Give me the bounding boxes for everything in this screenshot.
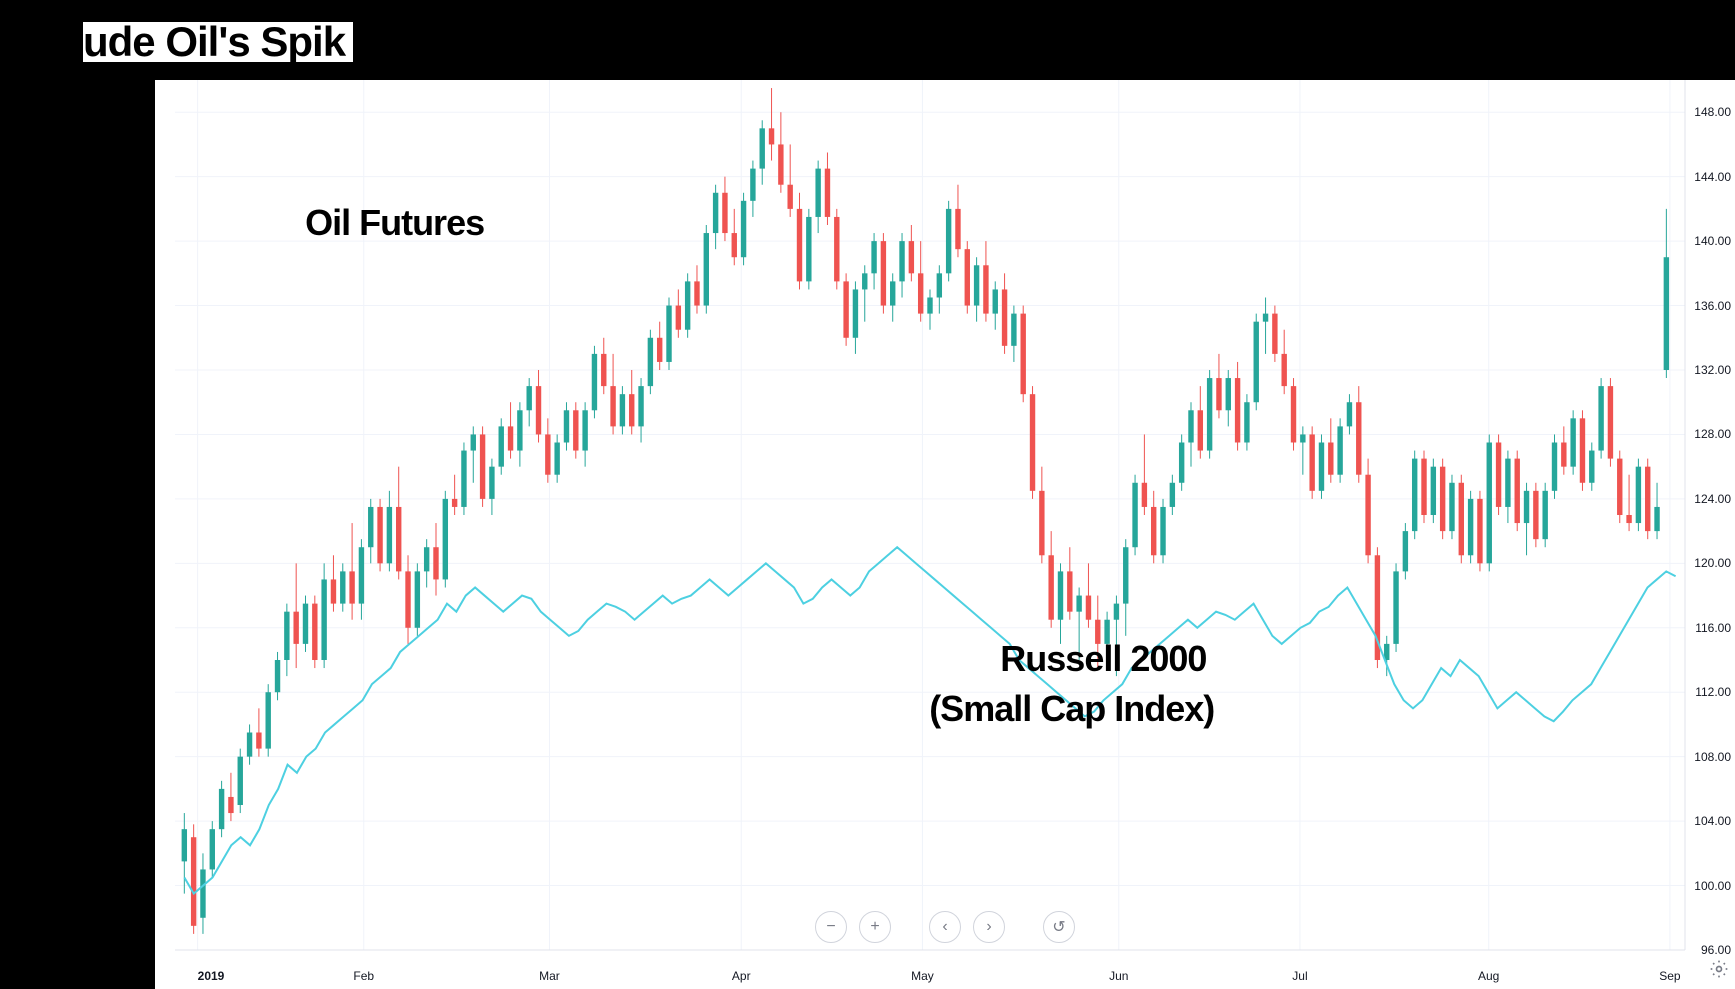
y-tick-label: 108.00 <box>1694 750 1731 764</box>
y-tick-label: 120.00 <box>1694 556 1731 570</box>
y-tick-label: 140.00 <box>1694 234 1731 248</box>
y-tick-label: 148.00 <box>1694 105 1731 119</box>
x-tick-label: May <box>911 969 934 983</box>
plus-icon: + <box>870 918 879 936</box>
title-fragment: ude Oil's Spik <box>83 22 345 62</box>
y-tick-label: 116.00 <box>1695 621 1731 635</box>
y-tick-label: 112.00 <box>1695 685 1731 699</box>
x-tick-label: Feb <box>353 969 374 983</box>
y-tick-label: 132.00 <box>1694 363 1731 377</box>
y-tick-label: 100.00 <box>1694 879 1731 893</box>
settings-icon[interactable] <box>1709 959 1729 979</box>
chart-toolbar: − + ‹ › ↺ <box>815 911 1075 943</box>
x-tick-label: Mar <box>539 969 560 983</box>
x-tick-label: Jun <box>1109 969 1128 983</box>
chevron-right-icon: › <box>986 918 991 936</box>
y-tick-label: 96.00 <box>1701 943 1731 957</box>
y-tick-label: 104.00 <box>1694 814 1731 828</box>
x-tick-label: 2019 <box>198 969 225 983</box>
chart-container[interactable]: 96.00 100.00 104.00 108.00 112.00 116.00 120.0… <box>155 80 1735 989</box>
stage: ude Oil's Spik 96.00 100.00 104.00 108.00 11… <box>0 0 1735 989</box>
x-tick-label: Jul <box>1292 969 1307 983</box>
russell-sub: (Small Cap Index) <box>929 689 1214 729</box>
y-tick-label: 136.00 <box>1694 299 1731 313</box>
y-tick-label: 128.00 <box>1694 427 1731 441</box>
y-tick-label: 124.00 <box>1694 492 1731 506</box>
chevron-left-icon: ‹ <box>942 918 947 936</box>
scroll-left-button[interactable]: ‹ <box>929 911 961 943</box>
reset-button[interactable]: ↺ <box>1043 911 1075 943</box>
scroll-right-button[interactable]: › <box>973 911 1005 943</box>
russell-label: Russell 2000 <box>1000 639 1206 679</box>
y-tick-label: 144.00 <box>1694 170 1731 184</box>
title-fragment-container: ude Oil's Spik <box>83 22 353 62</box>
x-tick-label: Sep <box>1659 969 1680 983</box>
x-axis: 2019 Feb Mar Apr May Jun Jul Aug Sep <box>155 965 1735 989</box>
reset-icon: ↺ <box>1052 917 1065 937</box>
zoom-out-button[interactable]: − <box>815 911 847 943</box>
x-tick-label: Apr <box>732 969 751 983</box>
minus-icon: − <box>826 918 835 936</box>
oil-label: Oil Futures <box>305 203 484 243</box>
zoom-in-button[interactable]: + <box>859 911 891 943</box>
x-tick-label: Aug <box>1478 969 1499 983</box>
